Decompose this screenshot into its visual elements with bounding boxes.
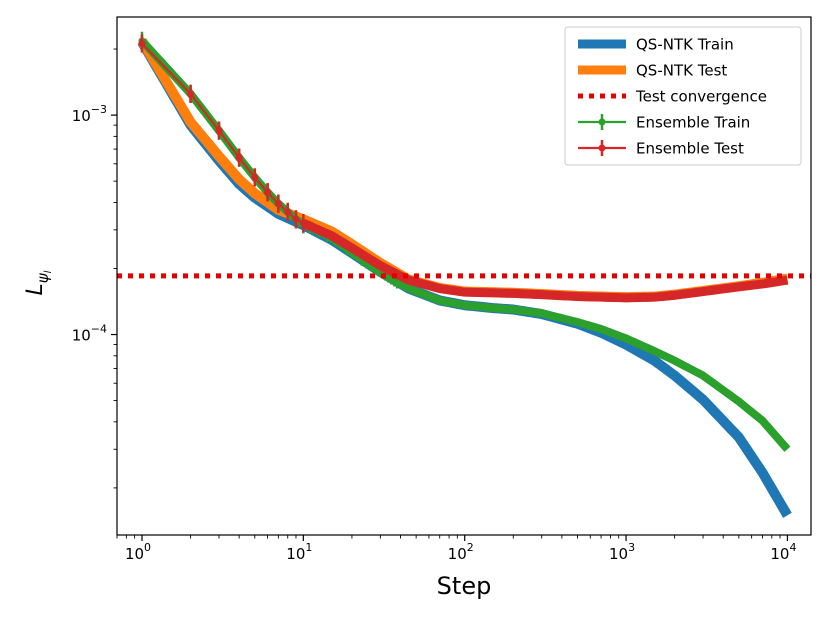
y-axis-ticks: 10−4 10−3	[72, 48, 117, 489]
x-axis-title: Step	[437, 572, 492, 600]
series-early-line-ensemble-test	[141, 42, 304, 225]
legend-entry-ensemble-train: Ensemble Train	[578, 114, 750, 132]
legend-label: Ensemble Test	[636, 140, 744, 158]
data-point	[264, 188, 272, 196]
legend: QS-NTK Train QS-NTK Test Test convergence E…	[564, 26, 802, 166]
y-axis-title: Lψl	[23, 270, 54, 295]
data-point	[299, 219, 307, 227]
legend-entry-qs-ntk-test: QS-NTK Test	[578, 62, 727, 80]
y-axis-title-subscript: ψ	[34, 272, 52, 283]
legend-entry-qs-ntk-train: QS-NTK Train	[578, 36, 734, 54]
data-point	[187, 90, 195, 98]
y-tick-label: 10−3	[72, 103, 107, 125]
data-point	[235, 154, 243, 162]
data-point	[292, 215, 300, 223]
plot-frame	[116, 16, 812, 536]
series-line-ensemble-test	[300, 218, 789, 303]
legend-label: QS-NTK Test	[636, 62, 727, 80]
legend-label: Ensemble Train	[636, 114, 750, 132]
series-ensemble-test	[138, 34, 789, 303]
data-point	[274, 200, 282, 208]
x-tick-label: 101	[286, 541, 312, 563]
legend-box	[564, 26, 802, 166]
legend-entry-ensemble-test: Ensemble Test	[578, 140, 744, 158]
legend-marker	[598, 118, 606, 126]
x-tick-label: 103	[609, 541, 635, 563]
x-tick-label: 102	[448, 541, 474, 563]
x-tick-label: 100	[125, 541, 151, 563]
data-point	[138, 40, 146, 48]
y-tick-label: 10−4	[72, 323, 107, 345]
y-axis-title-main: L	[23, 283, 48, 295]
legend-entry-test-convergence: Test convergence	[578, 88, 767, 106]
y-axis-title-subsubscript: l	[43, 270, 54, 273]
series-layer	[117, 31, 811, 518]
legend-marker	[598, 144, 606, 152]
x-tick-label: 104	[770, 541, 796, 563]
x-axis-ticks: 100 101 102 103 104	[116, 535, 796, 563]
data-point	[251, 173, 259, 181]
legend-label: Test convergence	[635, 88, 767, 106]
legend-label: QS-NTK Train	[636, 36, 734, 54]
data-point	[215, 127, 223, 135]
data-point	[284, 208, 292, 216]
